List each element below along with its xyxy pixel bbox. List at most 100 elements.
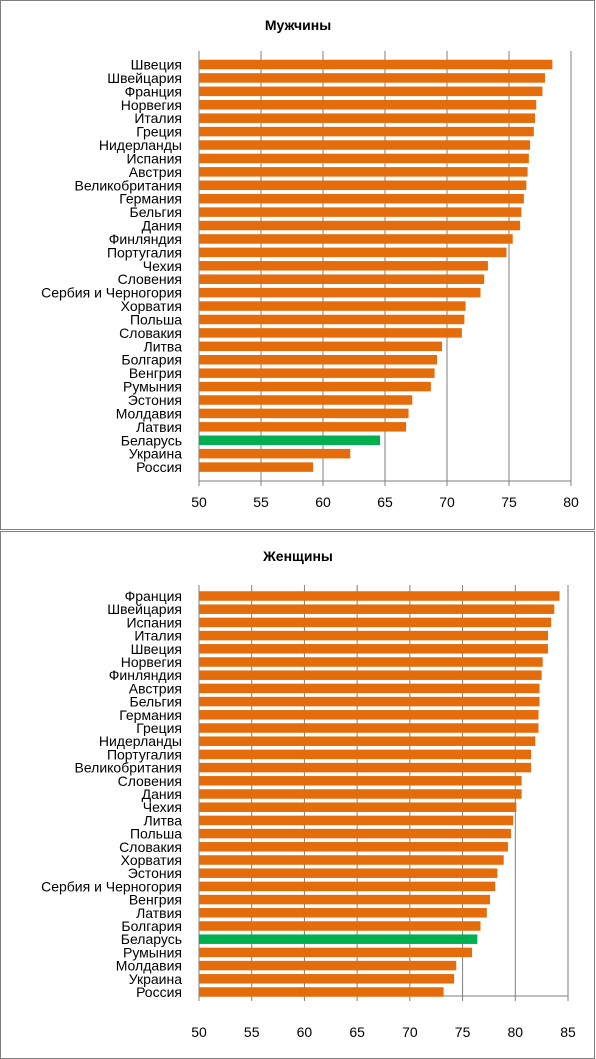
category-label: Швейцария (107, 70, 182, 86)
bar-12 (199, 207, 522, 217)
bar-6 (199, 657, 543, 667)
bar-19 (199, 828, 512, 839)
category-label: Чехия (143, 258, 182, 274)
category-label: Бельгия (130, 204, 182, 220)
category-label: Украина (129, 446, 183, 462)
bar-28 (199, 947, 473, 958)
x-tick-label: 65 (349, 1024, 365, 1040)
bar-10 (199, 180, 527, 191)
bar-29 (199, 960, 457, 971)
category-label: Дания (142, 218, 182, 234)
bar-7 (199, 140, 531, 150)
bar-24 (199, 368, 435, 378)
category-label: Россия (136, 984, 182, 1000)
x-tick-label: 50 (191, 1024, 207, 1040)
category-label: Хорватия (121, 852, 182, 868)
category-label: Австрия (129, 680, 182, 696)
bar-21 (199, 328, 462, 338)
bar-3 (199, 617, 552, 628)
category-label: Нидерланды (99, 137, 182, 153)
category-label: Польша (130, 311, 182, 327)
bar-2 (199, 604, 555, 614)
category-label: Литва (144, 338, 183, 354)
bar-9 (199, 696, 540, 707)
x-tick-label: 75 (501, 494, 517, 510)
category-label: Франция (125, 588, 182, 604)
category-label: Словения (118, 773, 182, 789)
category-label: Украина (129, 971, 183, 987)
x-tick-label: 75 (455, 1024, 471, 1040)
bar-19 (199, 301, 466, 311)
category-label: Сербия и Черногория (41, 878, 182, 894)
bar-17 (199, 274, 485, 284)
category-label: Германия (119, 191, 182, 207)
bar-1 (199, 59, 553, 70)
bar-10 (199, 710, 539, 720)
bar-15 (199, 776, 522, 786)
bar-26 (199, 921, 481, 931)
category-label: Литва (144, 812, 183, 828)
category-label: Швейцария (107, 601, 182, 617)
bar-20 (199, 842, 508, 852)
bar-5 (199, 644, 548, 654)
bar-8 (199, 153, 529, 164)
category-label: Беларусь (121, 432, 182, 448)
bar-5 (199, 113, 536, 123)
chart-men-svg: Мужчины 50 55 60 65 70 75 80 ШвецияШвейцарияФран… (41, 17, 579, 510)
bar-12 (199, 736, 536, 746)
bar-9 (199, 167, 528, 177)
x-tick-label: 85 (560, 1024, 576, 1040)
bar-18 (199, 815, 514, 826)
bar-18 (199, 287, 481, 298)
bar-4 (199, 100, 537, 110)
bar-14 (199, 234, 513, 244)
category-label: Чехия (143, 799, 182, 815)
category-label: Болгария (121, 352, 182, 368)
bar-14 (199, 762, 532, 773)
bar-24 (199, 894, 490, 905)
bar-8 (199, 683, 540, 694)
bar-29 (199, 435, 381, 446)
category-label: Болгария (121, 918, 182, 934)
bar-27 (199, 934, 478, 944)
bar-25 (199, 908, 487, 918)
category-label: Молдавия (116, 958, 182, 974)
category-label: Словакия (119, 325, 182, 341)
x-tick-label: 60 (297, 1024, 313, 1040)
category-label: Латвия (136, 905, 182, 921)
category-label: Словакия (119, 839, 182, 855)
x-tick-label: 80 (507, 1024, 523, 1040)
category-label: Португалия (107, 244, 182, 260)
chart-women-panel: Женщины 50 55 60 65 70 75 80 85 Франция Швейцария И… (0, 531, 595, 1059)
category-label: Италия (134, 628, 182, 644)
category-label: Латвия (136, 419, 182, 435)
bar-21 (199, 855, 504, 865)
category-label: Финляндия (109, 667, 182, 683)
category-label: Молдавия (116, 405, 182, 421)
category-label: Испания (126, 150, 182, 166)
category-label: Румыния (123, 379, 182, 395)
bar-22 (199, 341, 443, 352)
category-label: Эстония (128, 865, 182, 881)
chart-title: Женщины (262, 548, 333, 564)
category-label: Норвегия (121, 97, 182, 113)
x-tick-label: 55 (244, 1024, 260, 1040)
bar-13 (199, 749, 532, 760)
category-label: Венгрия (129, 892, 182, 908)
x-tick-label: 80 (563, 494, 579, 510)
chart-men-panel: Мужчины 50 55 60 65 70 75 80 Швеция Швейцария Фран… (0, 0, 595, 530)
category-label: Германия (119, 707, 182, 723)
bar-30 (199, 448, 351, 459)
category-label: Великобритания (74, 760, 182, 776)
x-tick-label: 70 (439, 494, 455, 510)
category-label: Сербия и Черногория (41, 285, 182, 301)
x-tick-label: 50 (191, 494, 207, 510)
category-label: Португалия (107, 746, 182, 762)
category-label: Австрия (129, 164, 182, 180)
bar-11 (199, 193, 524, 204)
bar-16 (199, 789, 522, 799)
category-label: Норвегия (121, 654, 182, 670)
bar-3 (199, 86, 543, 97)
bar-7 (199, 670, 542, 680)
